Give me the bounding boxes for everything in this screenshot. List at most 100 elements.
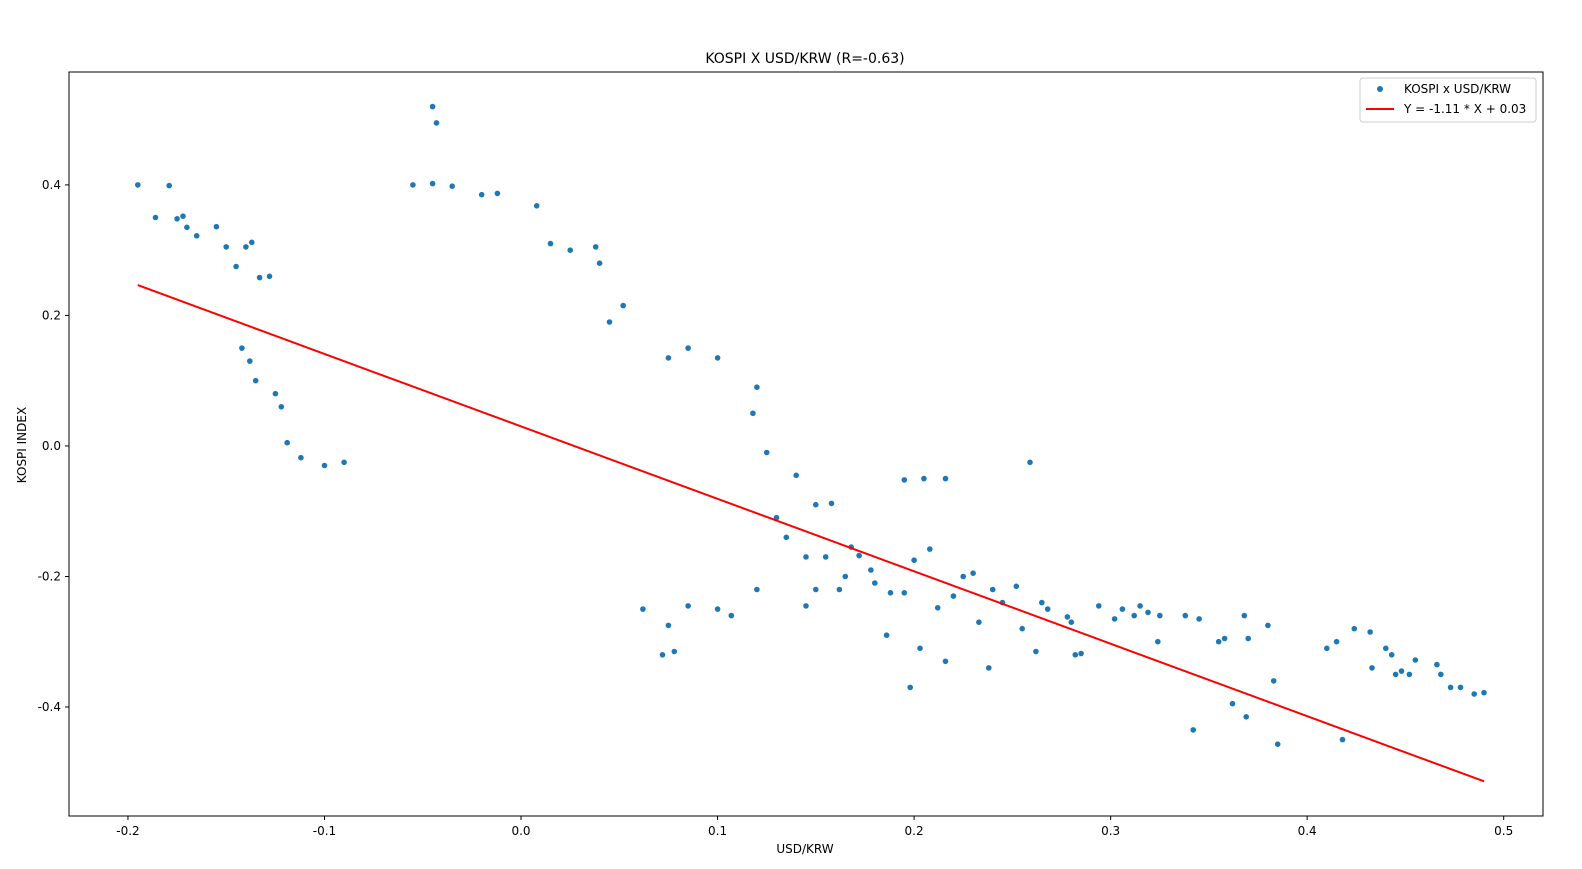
- scatter-point: [1033, 648, 1039, 655]
- scatter-point: [976, 619, 982, 625]
- scatter-point: [1145, 609, 1151, 616]
- scatter-point: [813, 586, 819, 593]
- scatter-point: [671, 648, 678, 655]
- scatter-point: [1369, 665, 1375, 671]
- scatter-point: [243, 244, 249, 250]
- scatter-point: [1155, 638, 1161, 645]
- scatter-point: [1434, 661, 1440, 668]
- legend-scatter-marker: [1377, 86, 1383, 92]
- scatter-point: [754, 384, 760, 391]
- scatter-point: [836, 586, 843, 593]
- scatter-point: [567, 247, 573, 253]
- scatter-point: [494, 190, 501, 197]
- scatter-point: [1392, 671, 1399, 678]
- x-axis-label: USD/KRW: [776, 842, 833, 856]
- x-tick-label: 0.1: [708, 824, 727, 838]
- scatter-point: [449, 183, 456, 189]
- y-axis-ticks: -0.4 -0.2 0.0 0.2 0.4: [38, 178, 69, 714]
- scatter-point: [901, 590, 908, 596]
- scatter-point: [547, 240, 554, 247]
- scatter-point: [1157, 612, 1163, 619]
- scatter-point: [1078, 650, 1084, 657]
- scatter-point: [1137, 603, 1143, 609]
- y-tick-label: 0.4: [42, 178, 61, 192]
- scatter-point: [1215, 638, 1222, 645]
- legend-label-fit: Y = -1.11 * X + 0.03: [1403, 102, 1526, 116]
- scatter-point: [239, 345, 245, 351]
- scatter-point: [728, 612, 735, 619]
- scatter-point: [822, 554, 829, 560]
- scatter-point: [1196, 616, 1202, 622]
- x-axis-ticks: -0.2 -0.1 0.0 0.1 0.2 0.3 0.4 0.5: [116, 816, 1513, 838]
- scatter-point: [174, 216, 180, 222]
- scatter-point: [272, 390, 279, 397]
- scatter-point: [813, 501, 819, 508]
- legend: KOSPI x USD/KRW Y = -1.11 * X + 0.03: [1359, 77, 1537, 123]
- scatter-point: [1339, 736, 1346, 743]
- x-tick-label: 0.2: [905, 824, 924, 838]
- scatter-point: [1221, 635, 1228, 642]
- scatter-point: [429, 180, 436, 187]
- scatter-point: [714, 355, 721, 361]
- scatter-point: [1383, 645, 1389, 652]
- scatter-point: [803, 554, 809, 560]
- scatter-point: [989, 586, 996, 593]
- scatter-point: [1471, 691, 1477, 697]
- scatter-point: [592, 244, 599, 250]
- scatter-point: [917, 645, 923, 652]
- scatter-point: [284, 439, 291, 446]
- y-tick-label: -0.2: [38, 569, 61, 583]
- plot-frame: [68, 71, 1544, 817]
- scatter-point: [410, 182, 416, 188]
- scatter-point: [256, 274, 263, 281]
- scatter-point: [659, 652, 666, 658]
- x-tick-label: -0.2: [116, 824, 139, 838]
- scatter-point: [883, 632, 890, 638]
- scatter-point: [842, 573, 849, 580]
- scatter-point: [166, 182, 172, 189]
- scatter-point: [278, 404, 285, 410]
- scatter-point: [911, 557, 917, 563]
- y-tick-label: 0.2: [42, 308, 61, 322]
- y-tick-label: 0.0: [42, 439, 61, 453]
- scatter-point: [927, 546, 933, 552]
- scatter-point: [1027, 459, 1033, 466]
- scatter-point: [223, 244, 229, 250]
- scatter-point: [252, 377, 259, 384]
- scatter-point: [321, 462, 328, 469]
- scatter-point: [1044, 606, 1051, 612]
- x-tick-label: 0.4: [1298, 824, 1317, 838]
- scatter-point: [763, 449, 770, 456]
- scatter-point: [1190, 727, 1196, 733]
- legend-label-scatter: KOSPI x USD/KRW: [1404, 82, 1511, 96]
- plot-area: [68, 71, 1544, 817]
- scatter-point: [193, 233, 200, 239]
- scatter-point: [247, 358, 253, 364]
- scatter-point: [1367, 629, 1373, 635]
- scatter-point: [1438, 671, 1444, 678]
- scatter-point: [1243, 714, 1249, 720]
- scatter-point: [1412, 657, 1419, 663]
- scatter-point: [1351, 625, 1358, 632]
- scatter-point: [714, 606, 721, 612]
- scatter-point: [640, 606, 646, 612]
- scatter-point: [907, 684, 913, 691]
- scatter-point: [433, 120, 440, 126]
- scatter-point: [1265, 622, 1271, 629]
- scatter-point: [803, 603, 809, 609]
- scatter-point: [596, 260, 603, 267]
- y-tick-label: -0.4: [38, 700, 61, 714]
- scatter-point: [429, 103, 436, 110]
- scatter-point: [1039, 599, 1045, 606]
- legend-box: [1359, 77, 1537, 123]
- scatter-point: [1333, 638, 1340, 645]
- scatter-point: [135, 182, 141, 188]
- regression-line-path: [137, 284, 1485, 783]
- scatter-point: [1388, 652, 1395, 658]
- scatter-point: [233, 263, 239, 270]
- x-tick-label: 0.0: [511, 824, 530, 838]
- scatter-point: [783, 534, 790, 541]
- y-axis-label: KOSPI INDEX: [15, 407, 29, 483]
- scatter-point: [266, 273, 273, 280]
- scatter-point: [960, 573, 966, 580]
